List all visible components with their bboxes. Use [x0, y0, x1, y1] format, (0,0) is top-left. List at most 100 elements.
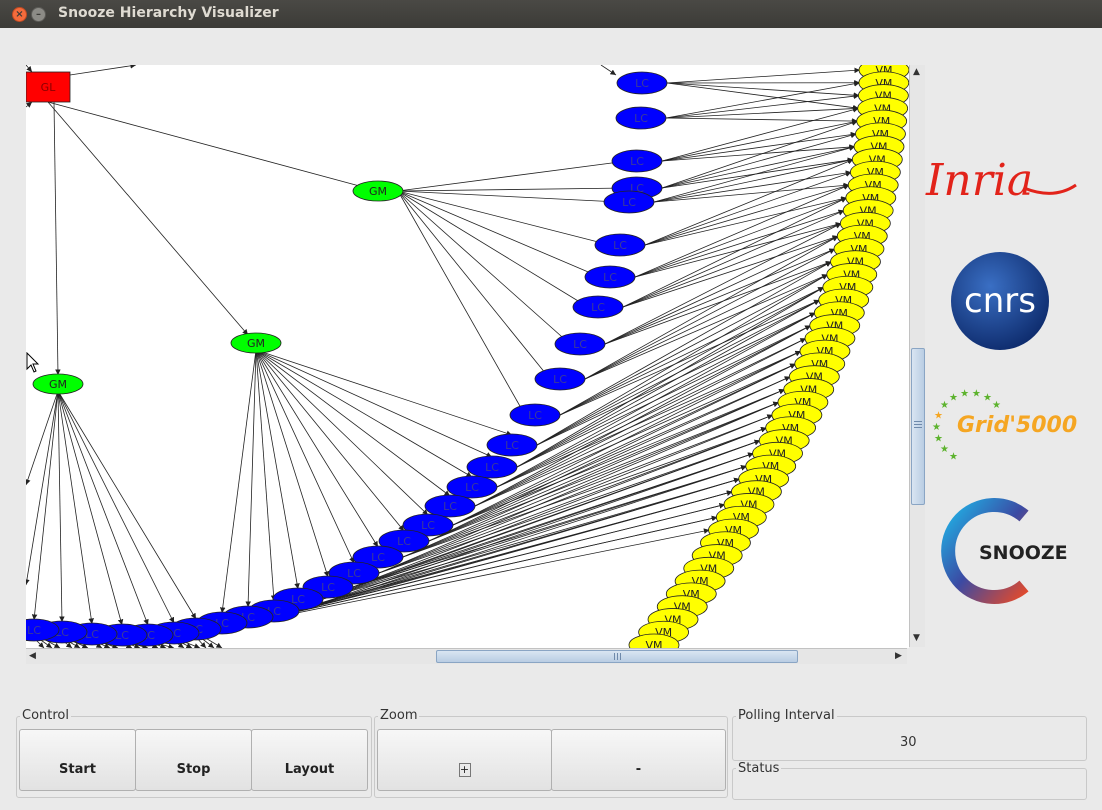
edge-gm2-lc-1	[256, 350, 492, 457]
gl-node[interactable]: GL	[26, 72, 70, 102]
edge-gl-gm-2	[48, 102, 248, 335]
vertical-scroll-thumb[interactable]	[911, 348, 925, 505]
lc-node-6-label: LC	[613, 239, 627, 252]
graph-horizontal-scrollbar[interactable]: ◀ ▶	[26, 648, 907, 664]
edge-gl-gm-3	[54, 102, 58, 375]
edge-gm2-lc-3	[256, 350, 450, 496]
lc-node-14[interactable]: LC	[447, 476, 497, 498]
mouse-pointer-icon	[26, 352, 40, 374]
scroll-up-arrow-icon[interactable]: ▲	[913, 66, 920, 78]
zoom-panel-label: Zoom	[378, 708, 419, 723]
lc-node-3-label: LC	[630, 155, 644, 168]
lc-node-13-label: LC	[485, 461, 499, 474]
vm-node-46-label: VM	[645, 639, 662, 648]
edge-gm2-lc-6	[256, 350, 378, 547]
edge-lc6-vm-2	[635, 211, 844, 277]
edge-lc23-vm-3	[247, 530, 709, 623]
edge-gm3-lc-1	[58, 391, 174, 623]
edge-top-lc	[601, 65, 616, 75]
gm-node-3-label: GM	[49, 378, 67, 391]
edge-gm3-offscreen-1	[26, 391, 58, 585]
lc-node-1[interactable]: LC	[617, 72, 667, 94]
zoom-in-button[interactable]: +	[377, 729, 552, 791]
edge-lc0-vm-0	[667, 70, 860, 83]
edge-gm1-lc-0	[398, 161, 627, 191]
lc-node-2[interactable]: LC	[616, 107, 666, 129]
graph-vertical-scrollbar[interactable]: ▲ ▼	[909, 65, 925, 647]
edge-gm1-lc-7	[398, 191, 550, 379]
grid5000-star-icon: ★	[934, 410, 943, 421]
scroll-down-arrow-icon[interactable]: ▼	[913, 632, 920, 644]
grid5000-star-icon: ★	[983, 393, 992, 404]
edge-lc1-vm-3	[666, 118, 858, 121]
lc-node-20-label: LC	[321, 581, 335, 594]
edge-gl-gm-1	[48, 102, 378, 191]
polling-interval-value[interactable]: 30	[900, 735, 917, 750]
cnrs-logo: cnrs	[924, 252, 1082, 352]
horizontal-scroll-thumb[interactable]	[436, 650, 798, 663]
edge-offscreen-gl	[26, 65, 32, 72]
lc-node-3[interactable]: LC	[612, 150, 662, 172]
edge-gm1-lc-4	[398, 191, 600, 277]
lc-node-15-label: LC	[443, 500, 457, 513]
inria-logo-text: Inria	[925, 155, 1033, 206]
lc-node-10-label: LC	[553, 373, 567, 386]
edge-gm1-lc-5	[398, 191, 588, 307]
gm-node-3[interactable]: GM	[33, 374, 83, 394]
lc-node-10[interactable]: LC	[535, 368, 585, 390]
grid5000-star-icon: ★	[960, 389, 969, 400]
lc-node-5[interactable]: LC	[604, 191, 654, 213]
window-titlebar: × – Snooze Hierarchy Visualizer	[0, 0, 1102, 28]
scroll-left-arrow-icon[interactable]: ◀	[29, 650, 36, 662]
edge-lc2-vm-3	[662, 147, 855, 161]
edge-gm1-lc-1	[398, 188, 627, 191]
lc-node-13[interactable]: LC	[467, 456, 517, 478]
edge-gm3-lc-4	[58, 391, 92, 624]
grid5000-star-icon: ★	[972, 389, 981, 400]
layout-button[interactable]: Layout	[251, 729, 368, 791]
stop-button[interactable]: Stop	[135, 729, 252, 791]
lc-node-1-label: LC	[635, 77, 649, 90]
window-close-button[interactable]: ×	[12, 7, 27, 22]
edge-gm2-lc-11	[248, 350, 256, 607]
edge-lc8-vm-2	[605, 249, 835, 344]
edge-gm3-lc-0	[58, 391, 196, 619]
edge-lc2-vm-1	[662, 121, 858, 161]
gl-node-label: GL	[41, 81, 57, 94]
edge-lc9-vm-3	[585, 274, 828, 379]
edge-gm2-lc-10	[256, 350, 274, 601]
lc-node-19-label: LC	[347, 567, 361, 580]
gm-node-1[interactable]: GM	[353, 181, 403, 201]
gm-node-2[interactable]: GM	[231, 333, 281, 353]
gm-node-1-label: GM	[369, 185, 387, 198]
grid5000-logo-text: Grid'5000	[957, 413, 1077, 438]
grid5000-star-icon: ★	[949, 393, 958, 404]
lc-node-8[interactable]: LC	[573, 296, 623, 318]
control-panel-label: Control	[20, 708, 71, 723]
edge-gm2-lc-7	[256, 350, 354, 563]
edge-gm2-lc-5	[256, 350, 404, 531]
edge-gm1-lc-2	[398, 191, 619, 202]
grid5000-star-icon: ★	[992, 400, 1001, 411]
lc-node-11[interactable]: LC	[510, 404, 560, 426]
hierarchy-graph[interactable]: GLGMGMGMVMVMVMVMVMVMVMVMVMVMVMVMVMVMVMVM…	[26, 65, 909, 648]
edge-gm2-lc-2	[256, 350, 472, 477]
zoom-out-button[interactable]: -	[551, 729, 726, 791]
lc-node-12[interactable]: LC	[487, 434, 537, 456]
edge-lc5-vm-3	[645, 198, 847, 245]
window-minimize-button[interactable]: –	[31, 7, 46, 22]
scroll-right-arrow-icon[interactable]: ▶	[895, 650, 902, 662]
lc-node-9[interactable]: LC	[555, 333, 605, 355]
lc-node-11-label: LC	[528, 409, 542, 422]
window-title: Snooze Hierarchy Visualizer	[58, 5, 279, 21]
lc-node-8-label: LC	[591, 301, 605, 314]
edge-gl-offscreen-2	[26, 102, 32, 107]
grid5000-star-icon: ★	[932, 422, 941, 433]
start-button[interactable]: Start	[19, 729, 136, 791]
lc-node-6[interactable]: LC	[595, 234, 645, 256]
lc-node-15[interactable]: LC	[425, 495, 475, 517]
edge-lc5-vm-0	[645, 159, 853, 245]
lc-node-7[interactable]: LC	[585, 266, 635, 288]
edge-gm1-lc-8	[398, 191, 525, 415]
